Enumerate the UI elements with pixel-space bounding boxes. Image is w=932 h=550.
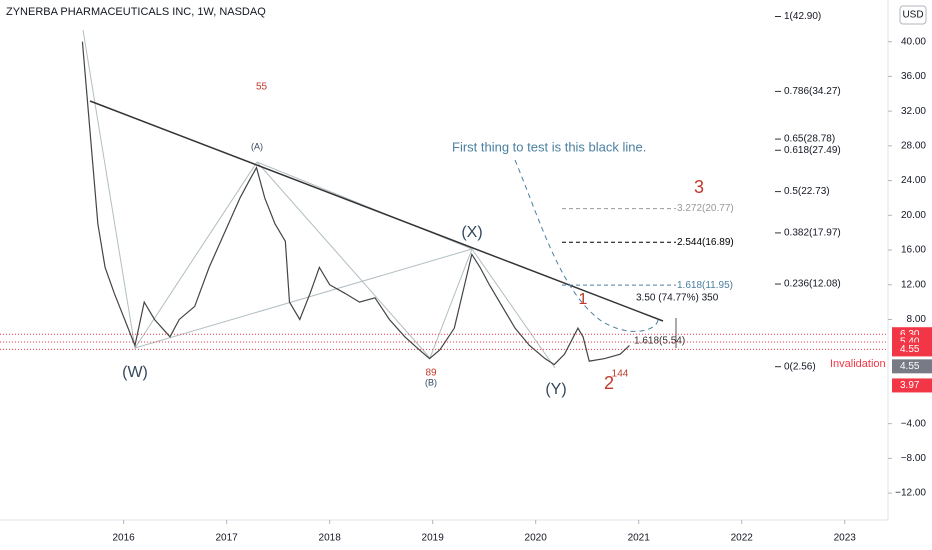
x-tick-label: 2017: [216, 533, 239, 544]
y-tick-label: 8.00: [907, 314, 927, 325]
y-tick-label: 40.00: [901, 36, 926, 47]
price-line-series: [81, 41, 630, 366]
annotation: 144: [612, 369, 629, 380]
y-tick-label: 20.00: [901, 210, 926, 221]
fib-label: 0(2.56): [784, 361, 816, 372]
annotation: (A): [251, 141, 263, 151]
y-tick-label: 16.00: [901, 245, 926, 256]
annotation: (X): [461, 224, 482, 241]
annotation: 1: [579, 291, 588, 308]
target-label: 3.272(20.77): [677, 203, 734, 214]
annotation: (W): [122, 364, 148, 381]
x-tick-label: 2022: [731, 533, 754, 544]
x-tick-label: 2021: [628, 533, 651, 544]
fib-label: 0.618(27.49): [784, 145, 841, 156]
y-tick-label: 28.00: [901, 140, 926, 151]
wave-lines: [134, 248, 473, 349]
annotation: (B): [425, 377, 437, 387]
y-tick-label: 32.00: [901, 106, 926, 117]
fib-label: 1(42.90): [784, 11, 821, 22]
fib-label: 0.236(12.08): [784, 279, 841, 290]
trend-line: [89, 100, 664, 322]
annotation: (Y): [545, 381, 566, 398]
fib-label: 0.65(28.78): [784, 134, 835, 145]
price-box: [892, 342, 932, 357]
y-tick-label: −12.00: [895, 488, 926, 499]
y-tick-label: 24.00: [901, 175, 926, 186]
fib-label: 0.382(17.97): [784, 228, 841, 239]
price-label: 5.40: [900, 337, 920, 348]
y-tick-label: 36.00: [901, 71, 926, 82]
fib-label: 0.786(34.27): [784, 86, 841, 97]
price-label: 4.55: [900, 344, 920, 355]
price-box: [892, 378, 932, 393]
annotation: Invalidation: [830, 358, 886, 370]
target-label: 2.544(16.89): [677, 237, 734, 248]
x-tick-label: 2019: [422, 533, 445, 544]
x-tick-label: 2018: [319, 533, 342, 544]
projection-arc: [514, 159, 659, 332]
y-tick-label: −8.00: [901, 453, 927, 464]
annotation: First thing to test is this black line.: [452, 139, 646, 154]
x-tick-label: 2016: [112, 533, 135, 544]
chart-title: ZYNERBA PHARMACEUTICALS INC, 1W, NASDAQ: [6, 6, 266, 18]
price-box: [892, 359, 932, 374]
annotation: 55: [256, 82, 268, 93]
y-tick-label: −4.00: [901, 418, 927, 429]
currency: USD: [902, 10, 923, 21]
annotation: 89: [425, 368, 437, 379]
price-label: 3.97: [900, 380, 920, 391]
annotation: 2: [604, 373, 614, 393]
x-tick-label: 2020: [525, 533, 548, 544]
target-label: 1.618(5.54): [634, 335, 685, 346]
annotation: 3: [694, 177, 704, 197]
x-tick-label: 2023: [834, 533, 857, 544]
price-label: 4.55: [900, 361, 920, 372]
annotation: 3.50 (74.77%) 350: [636, 293, 719, 304]
target-label: 1.618(11.95): [677, 280, 733, 291]
price-label: 6.30: [900, 329, 920, 340]
y-tick-label: 12.00: [901, 279, 926, 290]
fib-label: 0.5(22.73): [784, 186, 830, 197]
currency-box[interactable]: [899, 5, 927, 25]
